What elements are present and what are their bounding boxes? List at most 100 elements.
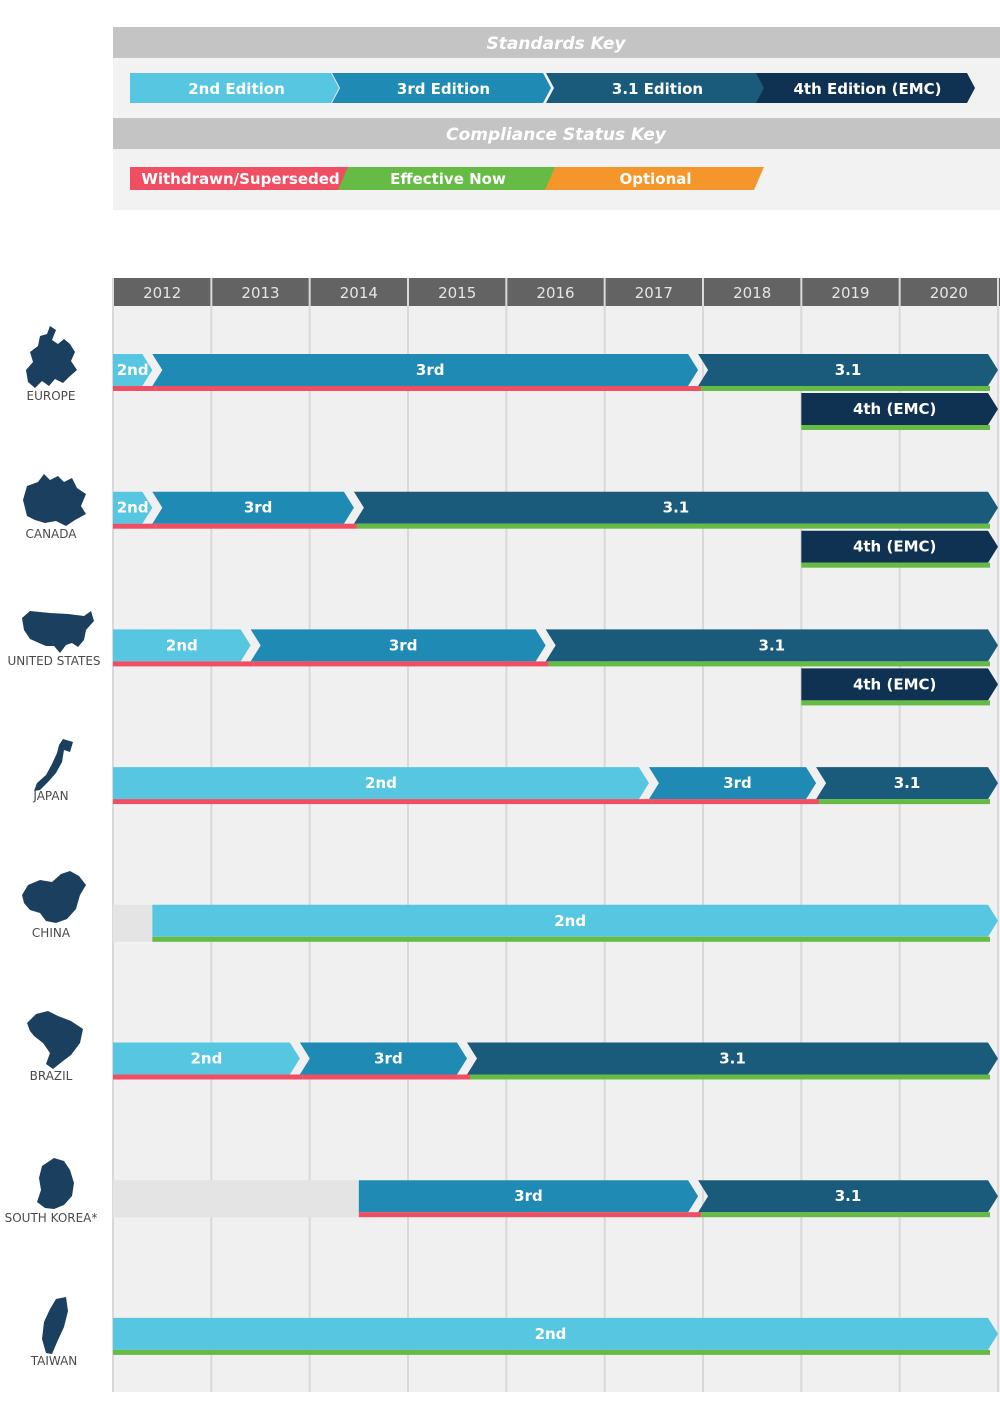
bar-label-canada-3-1: 3.1 — [663, 499, 690, 517]
status-strip-europe-2nd — [113, 386, 156, 391]
bar-japan-3-1 — [816, 767, 998, 800]
status-strip-canada-3rd — [155, 523, 357, 529]
status-strip-united-states-3rd — [253, 661, 549, 667]
bar-brazil-2nd — [113, 1042, 300, 1075]
country-row-canada: CANADA 2nd 3rd 3.1 4th (EMC) — [25, 491, 999, 568]
usa-map-icon — [22, 611, 94, 653]
bar-label-europe-3rd: 3rd — [416, 361, 445, 379]
status-strip-south-korea-3rd — [358, 1212, 702, 1218]
year-label-2018: 2018 — [733, 284, 771, 302]
bar-south-korea-3-1 — [698, 1180, 998, 1213]
taiwan-map-icon — [42, 1297, 68, 1354]
bar-south-korea-3rd — [358, 1180, 699, 1213]
country-rows: EUROPE 2nd 3rd 3.1 4th (EMC) CANADA 2nd 3rd 3.1 4… — [5, 354, 999, 1368]
status-strip-china-2nd — [152, 936, 991, 942]
compliance-key-items: Withdrawn/Superseded Effective Now Optiona… — [130, 167, 764, 190]
status-strip-brazil-2nd — [113, 1074, 303, 1080]
status-strip-japan-2nd — [113, 799, 652, 805]
bar-label-china-2nd: 2nd — [554, 912, 586, 930]
bar-canada-4th-emc — [801, 530, 998, 563]
status-strip-south-korea-3-1 — [701, 1212, 990, 1218]
bar-united-states-4th-emc — [801, 668, 998, 701]
year-label-2015: 2015 — [438, 284, 476, 302]
country-row-europe: EUROPE 2nd 3rd 3.1 4th (EMC) — [27, 354, 998, 430]
bar-china-unavailable — [113, 904, 153, 942]
status-strip-canada-4th-emc — [801, 562, 990, 568]
bar-brazil-3rd — [299, 1042, 467, 1075]
year-label-2017: 2017 — [635, 284, 673, 302]
bar-label-europe-4th-emc: 4th (EMC) — [853, 400, 936, 418]
timeline: 2012 2013 2014 2015 2016 2017 2018 2019 2020 EUR… — [5, 278, 1000, 1392]
country-label-china: CHINA — [32, 926, 71, 940]
standards-key-swatch-4th-edition-emc — [756, 73, 975, 103]
japan-map-icon — [34, 739, 73, 791]
status-strip-europe-4th-emc — [801, 425, 990, 430]
timeline-background — [113, 306, 1000, 1392]
status-strip-canada-3-1 — [356, 523, 991, 529]
bar-china-2nd — [152, 904, 999, 937]
compliance-key-swatch-withdrawn-superseded — [130, 167, 349, 190]
compliance-key-label-effective-now: Effective Now — [390, 170, 506, 188]
status-strip-united-states-3-1 — [548, 661, 990, 667]
standards-key-header — [113, 27, 1000, 58]
bar-label-south-korea-3-1: 3.1 — [835, 1187, 862, 1205]
bar-label-united-states-2nd: 2nd — [166, 636, 198, 654]
bar-label-europe-3-1: 3.1 — [835, 361, 862, 379]
status-strip-europe-3-1 — [701, 386, 990, 391]
bar-label-united-states-4th-emc: 4th (EMC) — [853, 675, 936, 693]
bar-label-taiwan-2nd: 2nd — [535, 1325, 567, 1343]
country-label-south-korea: SOUTH KOREA* — [5, 1211, 98, 1225]
china-map-icon — [22, 871, 86, 923]
status-strip-japan-3-1 — [819, 799, 990, 805]
bar-label-brazil-3rd: 3rd — [374, 1050, 403, 1068]
south-korea-map-icon — [37, 1158, 74, 1209]
europe-map-icon — [26, 326, 77, 388]
bar-label-europe-2nd: 2nd — [117, 361, 149, 379]
year-header-bar — [113, 278, 1000, 306]
country-row-japan: JAPAN 2nd 3rd 3.1 — [32, 767, 998, 805]
bar-label-japan-2nd: 2nd — [365, 774, 397, 792]
status-strip-brazil-3-1 — [470, 1074, 990, 1080]
bar-label-japan-3rd: 3rd — [723, 774, 752, 792]
status-strip-japan-3rd — [651, 799, 820, 805]
bar-united-states-3rd — [250, 629, 546, 662]
bar-label-south-korea-3rd: 3rd — [514, 1187, 543, 1205]
year-label-2019: 2019 — [831, 284, 869, 302]
status-strip-taiwan-2nd — [113, 1349, 990, 1355]
country-label-canada: CANADA — [25, 527, 77, 541]
bar-canada-3rd — [152, 491, 354, 524]
country-row-taiwan: TAIWAN 2nd — [30, 1317, 998, 1368]
standards-key-title: Standards Key — [486, 34, 626, 54]
bar-taiwan-2nd — [113, 1317, 998, 1350]
bar-label-japan-3-1: 3.1 — [894, 774, 921, 792]
bar-label-canada-3rd: 3rd — [244, 499, 273, 517]
country-row-china: CHINA 2nd — [32, 904, 999, 942]
standards-key-label-2nd-edition: 2nd Edition — [188, 80, 285, 98]
year-labels: 2012 2013 2014 2015 2016 2017 2018 2019 2020 — [143, 284, 968, 302]
bar-europe-3-1 — [698, 354, 998, 386]
country-label-japan: JAPAN — [32, 789, 68, 803]
standards-key-items: 2nd Edition 3rd Edition 3.1 Edition 4th Edi… — [130, 73, 975, 103]
year-label-2020: 2020 — [930, 284, 968, 302]
key-panel: Standards Key 2nd Edition 3rd Edition 3.1 … — [113, 27, 1000, 210]
standards-key-swatch-3rd-edition — [332, 73, 551, 103]
standards-key-label-4th-edition-emc: 4th Edition (EMC) — [793, 80, 941, 98]
bar-label-brazil-2nd: 2nd — [190, 1050, 222, 1068]
bar-label-united-states-3rd: 3rd — [389, 636, 418, 654]
bar-canada-2nd — [113, 491, 153, 524]
compliance-key-label-optional: Optional — [619, 170, 691, 188]
status-strip-canada-2nd — [113, 523, 156, 529]
standards-key-swatch-2nd-edition — [130, 73, 339, 103]
compliance-key-header — [113, 118, 1000, 149]
standards-key-label-3-1-edition: 3.1 Edition — [612, 80, 703, 98]
bar-europe-2nd — [113, 354, 153, 386]
country-label-united-states: UNITED STATES — [7, 654, 100, 668]
country-label-brazil: BRAZIL — [30, 1069, 73, 1083]
compliance-key-title: Compliance Status Key — [446, 125, 667, 145]
country-row-brazil: BRAZIL 2nd 3rd 3.1 — [30, 1042, 998, 1083]
bar-europe-4th-emc — [801, 393, 998, 425]
year-label-2013: 2013 — [241, 284, 279, 302]
compliance-key-swatch-optional — [545, 167, 764, 190]
bar-canada-3-1 — [353, 491, 999, 524]
